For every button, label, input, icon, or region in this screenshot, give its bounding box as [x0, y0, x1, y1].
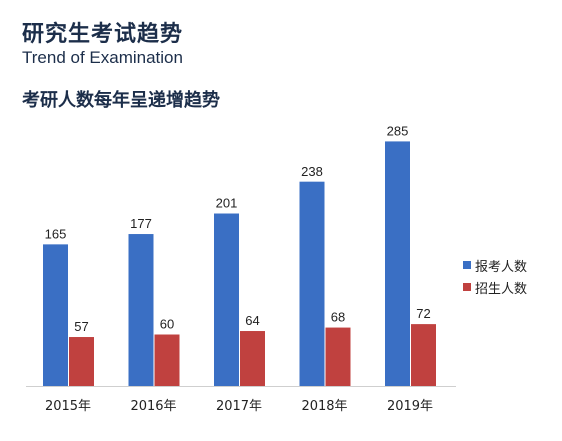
legend-swatch-admissions: [463, 283, 471, 291]
data-label-applicants-4: 285: [387, 123, 409, 138]
data-label-applicants-3: 238: [301, 164, 323, 179]
legend-item-applicants: 报考人数: [463, 254, 527, 276]
bar-shade-admissions-0: [69, 337, 94, 386]
chart-heading: 考研人数每年呈递增趋势: [22, 90, 220, 111]
data-label-applicants-0: 165: [45, 226, 67, 241]
bar-shade-admissions-4: [411, 324, 436, 386]
legend-item-admissions: 招生人数: [463, 276, 527, 298]
x-tick-label-1: 2016年: [130, 399, 176, 414]
chart-subtitle: Trend of Examination: [22, 48, 183, 67]
legend-label-applicants: 报考人数: [475, 259, 528, 275]
bar-shade-admissions-1: [154, 334, 180, 386]
data-label-admissions-2: 64: [245, 313, 259, 328]
legend: 报考人数 招生人数: [463, 254, 527, 298]
data-label-applicants-2: 201: [216, 196, 238, 211]
bar-shade-applicants-2: [214, 213, 239, 386]
x-tick-label-0: 2015年: [45, 399, 91, 414]
bar-shade-applicants-3: [299, 181, 325, 386]
data-label-admissions-1: 60: [160, 317, 174, 332]
x-tick-label-3: 2018年: [301, 399, 347, 414]
bar-shade-applicants-4: [385, 141, 410, 386]
legend-swatch-applicants: [463, 261, 471, 269]
x-tick-label-4: 2019年: [387, 399, 433, 414]
chart-title: 研究生考试趋势: [22, 22, 184, 47]
data-label-applicants-1: 177: [130, 216, 152, 231]
legend-label-admissions: 招生人数: [475, 281, 528, 297]
bar-shade-admissions-3: [325, 327, 351, 386]
bar-shade-applicants-0: [43, 244, 68, 386]
data-label-admissions-0: 57: [74, 319, 88, 334]
bar-shade-applicants-1: [128, 234, 154, 386]
x-tick-label-2: 2017年: [216, 399, 262, 414]
bar-shade-admissions-2: [240, 331, 265, 386]
data-label-admissions-3: 68: [331, 310, 345, 325]
data-label-admissions-4: 72: [416, 306, 430, 321]
